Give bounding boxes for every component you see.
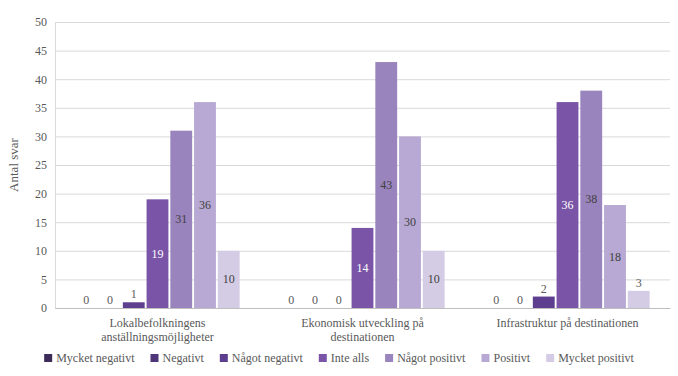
- data-label: 19: [152, 247, 164, 261]
- x-tick-label: Lokalbefolkningensanställningsmöjlighete…: [101, 316, 214, 344]
- data-label: 0: [107, 293, 113, 307]
- bar: [328, 308, 350, 309]
- legend-item: Något negativt: [220, 351, 304, 365]
- legend-item: Positivt: [481, 351, 530, 365]
- data-label: 18: [609, 250, 621, 264]
- bar: [485, 308, 507, 309]
- legend-label: Mycket positivt: [558, 351, 634, 365]
- y-tick-label: 40: [35, 73, 47, 87]
- legend-swatch: [44, 354, 52, 362]
- y-tick: 45: [35, 44, 670, 58]
- x-axis: Lokalbefolkningensanställningsmöjlighete…: [56, 308, 671, 344]
- bar: [170, 131, 192, 308]
- grid-line: [55, 308, 670, 309]
- bar: [75, 308, 97, 309]
- x-tick: Lokalbefolkningensanställningsmöjlighete…: [101, 308, 214, 344]
- data-label: 43: [380, 178, 392, 192]
- y-axis-title: Antal svar: [6, 137, 21, 191]
- legend-label: Negativt: [162, 351, 204, 365]
- legend-label: Mycket negativt: [56, 351, 135, 365]
- x-tick-label: Ekonomisk utveckling pådestinationen: [301, 316, 424, 344]
- y-tick-label: 25: [35, 158, 47, 172]
- bar: [375, 62, 397, 308]
- bar: [399, 136, 421, 308]
- data-label: 0: [493, 293, 499, 307]
- data-label: 30: [404, 215, 416, 229]
- bar: [509, 308, 531, 309]
- data-label: 36: [199, 198, 211, 212]
- legend-swatch: [481, 354, 489, 362]
- bar: [533, 297, 555, 308]
- y-tick: 40: [35, 73, 670, 87]
- data-label: 0: [517, 293, 523, 307]
- bar: [557, 102, 579, 308]
- x-axis-line: [56, 308, 671, 309]
- x-tick: Ekonomisk utveckling pådestinationen: [301, 308, 424, 344]
- y-tick-label: 15: [35, 216, 47, 230]
- grid-line: [55, 51, 670, 52]
- legend-item: Något positivt: [385, 351, 466, 365]
- data-label: 1: [131, 287, 137, 301]
- bar: [304, 308, 326, 309]
- legend-swatch: [385, 354, 393, 362]
- data-label: 0: [288, 293, 294, 307]
- data-label: 14: [357, 261, 369, 275]
- legend-swatch: [319, 354, 327, 362]
- legend-swatch: [546, 354, 554, 362]
- bar: [580, 91, 602, 308]
- legend-item: Inte alls: [319, 351, 370, 365]
- data-label: 31: [175, 212, 187, 226]
- legend-label: Något positivt: [397, 351, 466, 365]
- legend-label: Inte alls: [331, 351, 370, 365]
- plot-area: 05101520253035404550Lokalbefolkningensan…: [35, 15, 671, 344]
- chart: 05101520253035404550Lokalbefolkningensan…: [0, 0, 678, 376]
- bar: [423, 251, 445, 308]
- x-tick: Infrastruktur på destinationen: [497, 308, 639, 330]
- bars: [123, 62, 650, 308]
- legend-swatch: [150, 354, 158, 362]
- bar: [352, 228, 374, 308]
- bar: [147, 199, 169, 308]
- y-tick: 50: [35, 15, 670, 29]
- bar: [218, 251, 240, 308]
- data-label: 36: [562, 198, 574, 212]
- legend-item: Mycket positivt: [546, 351, 634, 365]
- y-axis-line: [56, 23, 671, 309]
- data-label: 0: [83, 293, 89, 307]
- y-axis: 05101520253035404550: [35, 15, 670, 315]
- bar: [99, 308, 121, 309]
- legend-item: Negativt: [150, 351, 204, 365]
- data-label: 10: [223, 272, 235, 286]
- y-tick-label: 35: [35, 101, 47, 115]
- y-tick-label: 20: [35, 187, 47, 201]
- y-tick-label: 10: [35, 244, 47, 258]
- y-tick-label: 5: [41, 273, 47, 287]
- y-tick-label: 45: [35, 44, 47, 58]
- bar: [280, 308, 302, 309]
- y-tick-label: 30: [35, 130, 47, 144]
- grid-line: [55, 22, 670, 23]
- data-label: 10: [428, 272, 440, 286]
- grid-line: [55, 79, 670, 80]
- data-label: 0: [336, 293, 342, 307]
- x-tick-label: Infrastruktur på destinationen: [497, 316, 639, 330]
- legend: Mycket negativt Negativt Något negativt Int…: [44, 351, 634, 365]
- legend-label: Positivt: [493, 351, 530, 365]
- legend-label: Något negativt: [232, 351, 304, 365]
- y-tick-label: 50: [35, 15, 47, 29]
- data-label: 3: [636, 276, 642, 290]
- bar: [628, 291, 650, 308]
- data-label: 38: [585, 192, 597, 206]
- data-label: 0: [312, 293, 318, 307]
- bar: [194, 102, 216, 308]
- legend-swatch: [220, 354, 228, 362]
- bar: [604, 205, 626, 308]
- bar: [123, 302, 145, 308]
- data-label: 2: [541, 282, 547, 296]
- y-tick-label: 0: [41, 301, 47, 315]
- data-labels: 00000010219143631433836301810103: [83, 178, 641, 307]
- legend-item: Mycket negativt: [44, 351, 135, 365]
